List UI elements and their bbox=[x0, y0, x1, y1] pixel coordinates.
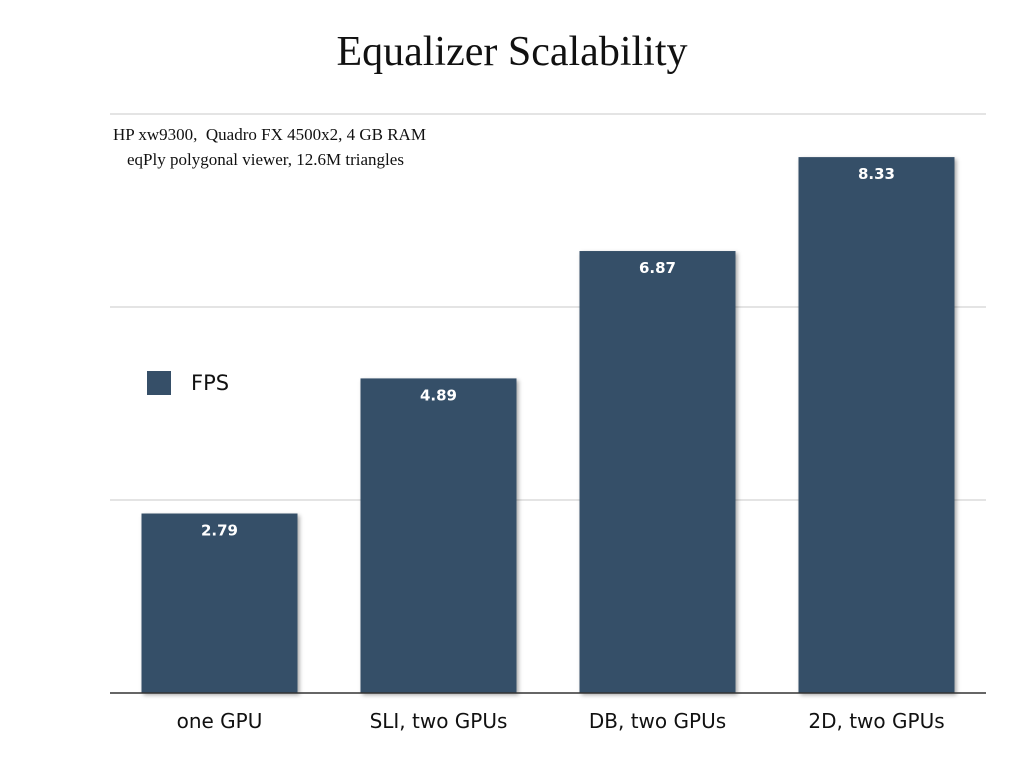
bar-0 bbox=[141, 513, 298, 693]
bar-value-label-2: 6.87 bbox=[639, 259, 676, 277]
bar-value-label-3: 8.33 bbox=[858, 165, 895, 183]
x-tick-label-0: one GPU bbox=[177, 709, 263, 733]
subtitle-line-2: eqPly polygonal viewer, 12.6M triangles bbox=[127, 150, 404, 169]
bar-2 bbox=[579, 251, 736, 693]
legend: FPS bbox=[147, 371, 229, 395]
x-tick-label-1: SLI, two GPUs bbox=[370, 709, 508, 733]
legend-label-fps: FPS bbox=[191, 371, 230, 395]
bar-value-label-1: 4.89 bbox=[420, 386, 457, 404]
chart-subtitle: HP xw9300, Quadro FX 4500x2, 4 GB RAM eq… bbox=[113, 122, 493, 172]
x-tick-label-2: DB, two GPUs bbox=[589, 709, 726, 733]
bar-value-label-0: 2.79 bbox=[201, 522, 238, 540]
chart-title: Equalizer Scalability bbox=[336, 29, 688, 75]
x-tick-label-3: 2D, two GPUs bbox=[808, 709, 944, 733]
subtitle-line-1: HP xw9300, Quadro FX 4500x2, 4 GB RAM bbox=[113, 125, 426, 144]
legend-swatch-fps bbox=[147, 371, 171, 395]
bar-1 bbox=[360, 378, 517, 693]
bar-3 bbox=[798, 157, 955, 693]
